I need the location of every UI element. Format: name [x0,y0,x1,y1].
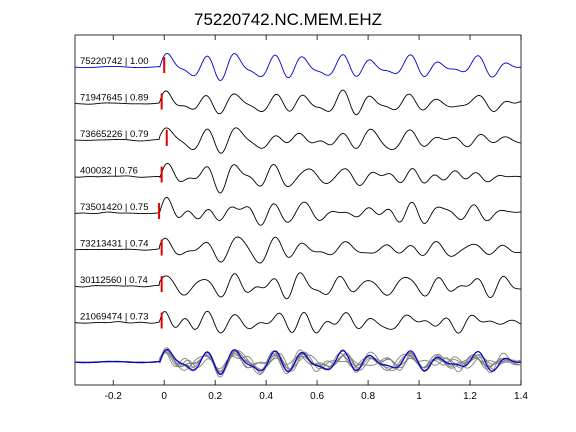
trace-label-73501420: 73501420 | 0.75 [80,202,149,213]
x-tick-label: 1.2 [463,391,477,402]
x-tick-label: -0.2 [105,391,123,402]
overlay-stack [74,347,522,378]
x-tick-label: 0.6 [310,391,324,402]
trace-400032 [74,162,522,194]
trace-label-71947645: 71947645 | 0.89 [80,93,149,104]
trace-73213431 [74,236,522,264]
trace-label-75220742: 75220742 | 1.00 [80,56,149,67]
trace-75220742 [74,52,522,81]
x-tick-label: 1 [416,391,422,402]
trace-label-73213431: 73213431 | 0.74 [80,239,149,250]
trace-21069474 [74,310,522,334]
trace-71947645 [74,89,522,116]
x-tick-label: 0.4 [259,391,273,402]
trace-label-73665226: 73665226 | 0.79 [80,129,149,140]
x-tick-label: 0.2 [208,391,222,402]
trace-label-21069474: 21069474 | 0.73 [80,312,149,323]
trace-label-400032: 400032 | 0.76 [80,166,138,177]
traces-layer [74,52,522,334]
figure-title: 75220742.NC.MEM.EHZ [194,10,382,29]
x-axis: -0.2 0 0.2 0.4 0.6 0.8 1 1.2 1.4 [105,35,528,402]
x-tick-label: 0.8 [361,391,375,402]
trace-label-30112560: 30112560 | 0.74 [80,275,148,286]
picks-layer [158,57,168,329]
trace-30112560 [74,272,522,300]
labels-layer: 75220742 | 1.00 71947645 | 0.89 73665226 |… [80,56,149,323]
x-tick-label: 0 [161,391,167,402]
stack-trace-75220742 [74,348,522,375]
x-tick-label: 1.4 [514,391,528,402]
trace-73501420 [74,196,522,226]
trace-73665226 [74,127,522,154]
